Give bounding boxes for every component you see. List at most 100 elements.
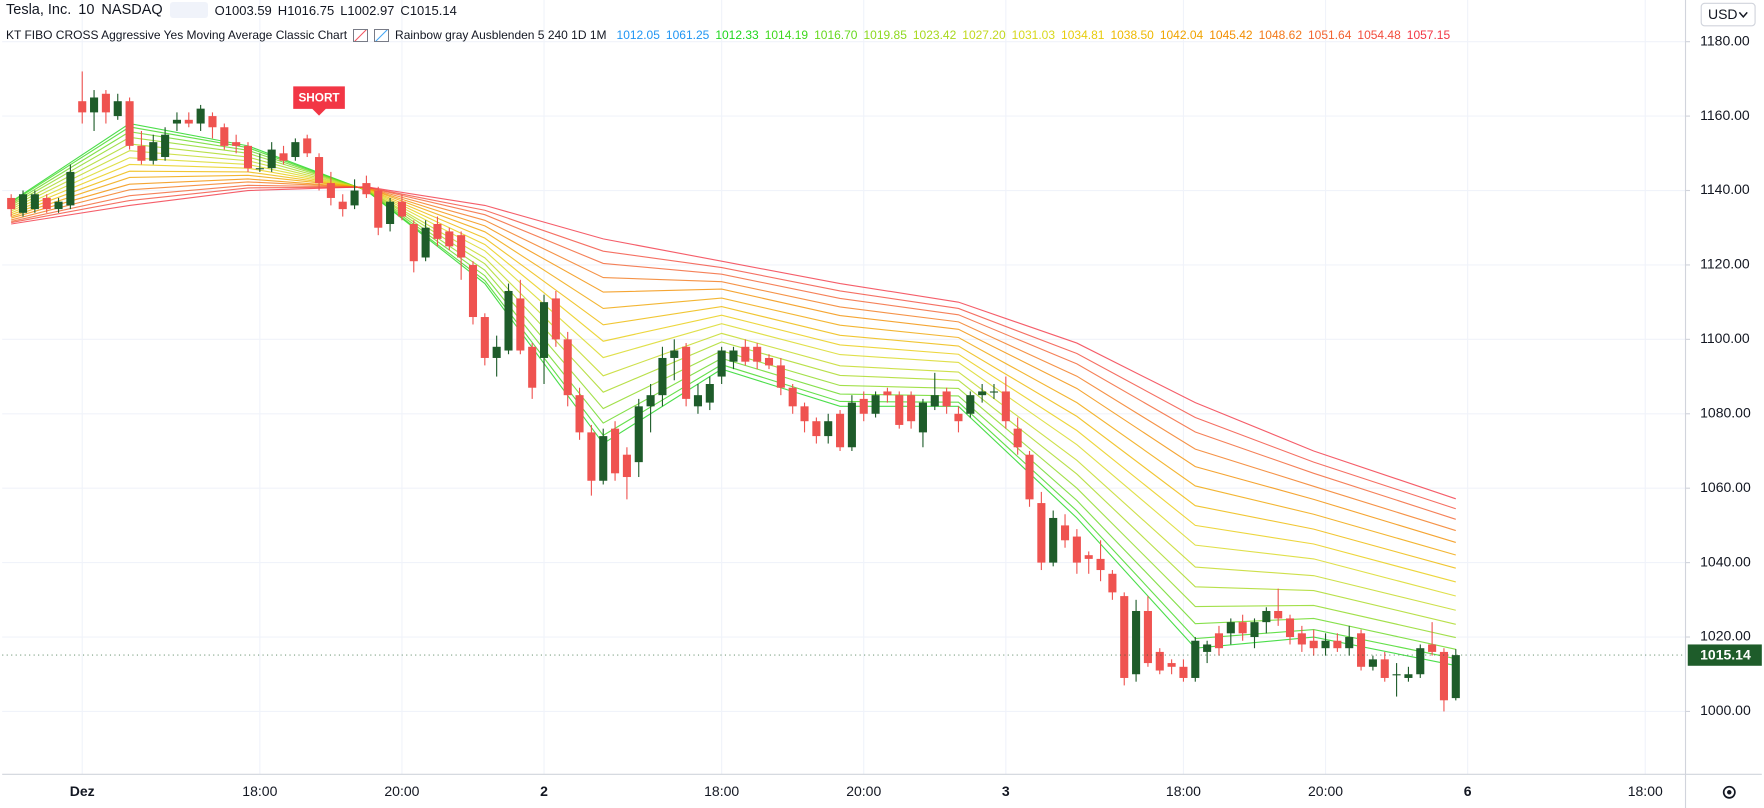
currency-button[interactable] (1700, 2, 1756, 27)
candle-body (1025, 454, 1034, 500)
candle-body (670, 350, 679, 358)
candle-body (634, 406, 643, 463)
symbol-name[interactable]: Tesla, Inc. (6, 2, 72, 18)
style-icon[interactable] (374, 28, 390, 42)
ohlc-values: O1003.59 H1016.75 L1002.97 C1015.14 (215, 3, 457, 18)
candle-body (338, 201, 347, 210)
candle-body (658, 357, 667, 396)
candle-body (764, 357, 774, 366)
candle-body (693, 395, 703, 407)
indicator-value: 1012.33 (715, 28, 759, 42)
candle-body (1072, 536, 1081, 563)
grid (2, 0, 1686, 775)
candle-body (1297, 633, 1306, 645)
candle-body (1120, 596, 1129, 678)
candle-body (54, 201, 63, 210)
x-tick-label: 3 (1002, 783, 1010, 799)
candle-body (587, 432, 596, 481)
y-tick-label: 1060.00 (1700, 479, 1751, 495)
indicator-settings: Rainbow gray Ausblenden 5 240 1D 1M (395, 28, 607, 42)
candle-body (563, 339, 572, 396)
indicator-value: 1048.62 (1258, 28, 1302, 42)
candle-body (942, 391, 951, 407)
indicator-name[interactable]: KT FIBO CROSS Aggressive Yes Moving Aver… (6, 28, 348, 42)
settings-gear[interactable] (1722, 785, 1736, 799)
candle-body (90, 97, 99, 113)
ohlc-item: C1015.14 (400, 3, 456, 18)
candle-body (528, 346, 537, 388)
candle-body (18, 194, 28, 213)
candle-body (492, 346, 501, 358)
x-tick-label: 18:00 (704, 783, 739, 799)
moving-average-line (10, 126, 1456, 660)
moving-average-line (11, 178, 1456, 543)
interval: 10 (78, 2, 95, 18)
candle-body (149, 142, 158, 161)
candle-body (208, 116, 217, 128)
candle-body (682, 346, 691, 399)
moving-average-line (10, 122, 1456, 667)
indicator-value: 1038.50 (1110, 28, 1154, 42)
ohlc-value: 1003.59 (224, 2, 272, 18)
candle-body (1108, 573, 1117, 593)
indicator-value: 1014.19 (764, 28, 809, 42)
y-tick-label: 1160.00 (1700, 107, 1750, 123)
candle-body (7, 197, 16, 210)
x-tick-label: Dez (70, 783, 95, 799)
candle-body (539, 302, 549, 358)
candle-body (1001, 391, 1010, 422)
candle-body (611, 428, 620, 474)
candle-body (1096, 558, 1105, 571)
candle-body (1439, 651, 1448, 701)
indicator-value: 1016.70 (814, 28, 858, 42)
candle-body (397, 201, 406, 217)
indicator-value: 1031.03 (1011, 28, 1056, 42)
indicator-value: 1023.42 (912, 28, 957, 42)
indicator-value: 1027.20 (962, 28, 1006, 42)
y-tick-label: 1080.00 (1700, 404, 1751, 420)
candle-body (836, 413, 845, 448)
x-tick-label: 20:00 (1308, 783, 1343, 799)
candle-body (315, 157, 324, 184)
candle-body (172, 119, 181, 124)
ohlc-item: L1002.97 (340, 3, 394, 18)
header-controls[interactable] (169, 2, 208, 18)
candle-body (1132, 610, 1141, 675)
exchange: NASDAQ (101, 2, 163, 18)
candle-body (1345, 637, 1354, 649)
candle-body (930, 395, 939, 407)
ohlc-prefix: L (340, 2, 348, 18)
moving-average-line (11, 184, 1456, 520)
candle-body (1416, 648, 1425, 675)
signal-label: SHORT (298, 91, 340, 104)
candle-body (1333, 640, 1342, 649)
candle-body (409, 224, 418, 262)
candle-body (1179, 666, 1188, 678)
y-tick-label: 1120.00 (1700, 256, 1750, 272)
moving-averages (10, 122, 1456, 667)
ohlc-prefix: H (277, 2, 288, 18)
candle-body (575, 395, 584, 433)
candle-body (42, 197, 51, 210)
indicator-value: 1019.85 (863, 28, 907, 42)
indicator-value: 1057.15 (1406, 28, 1451, 42)
candle-body (433, 224, 442, 239)
candle-body (741, 346, 750, 362)
candle-body (1404, 674, 1413, 678)
moving-average-line (10, 170, 1456, 569)
candle-body (918, 402, 927, 433)
style-icon[interactable] (353, 28, 369, 42)
candle-body (1368, 659, 1377, 667)
candle-body (1167, 663, 1176, 667)
candle-body (1049, 517, 1058, 563)
candle-body (622, 454, 631, 478)
candle-body (113, 101, 122, 117)
candle-body (1250, 622, 1259, 638)
indicator-values: 1012.05 1061.25 1012.33 1014.19 1016.70 1019.… (617, 28, 1451, 42)
indicator-value: 1034.81 (1061, 28, 1105, 42)
moving-average-line (10, 143, 1456, 625)
candle-body (847, 402, 856, 448)
candle-body (255, 168, 264, 170)
candle-body (599, 436, 608, 481)
